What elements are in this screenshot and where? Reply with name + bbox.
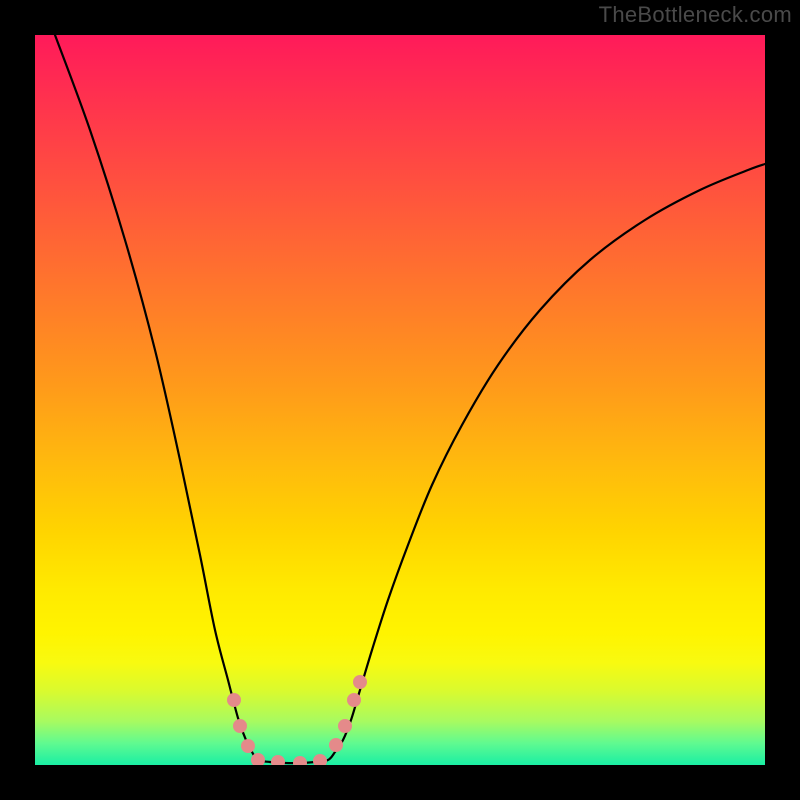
curve-marker — [251, 753, 265, 767]
plot-background — [35, 35, 765, 765]
curve-marker — [233, 719, 247, 733]
curve-marker — [271, 755, 285, 769]
curve-marker — [241, 739, 255, 753]
chart-canvas: TheBottleneck.com — [0, 0, 800, 800]
curve-marker — [347, 693, 361, 707]
curve-marker — [227, 693, 241, 707]
curve-marker — [293, 756, 307, 770]
chart-svg — [0, 0, 800, 800]
curve-marker — [338, 719, 352, 733]
curve-marker — [353, 675, 367, 689]
curve-marker — [313, 754, 327, 768]
curve-marker — [329, 738, 343, 752]
